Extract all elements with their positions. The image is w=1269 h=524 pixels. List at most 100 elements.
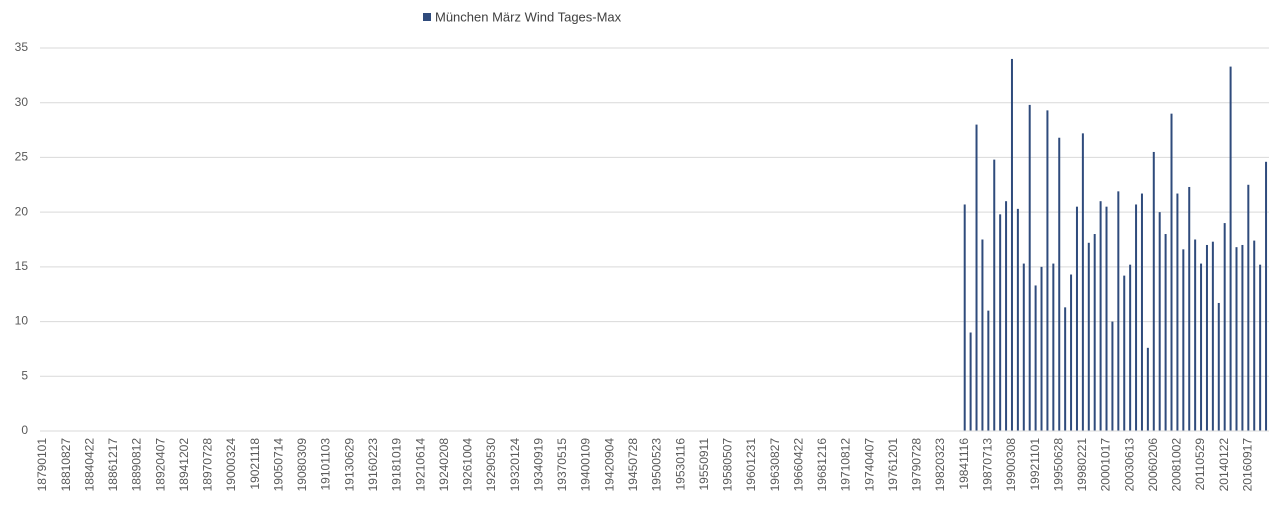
bar xyxy=(1081,133,1084,431)
x-tick-label: 19980221 xyxy=(1075,438,1089,492)
bar xyxy=(1123,275,1126,431)
bar xyxy=(1182,249,1185,431)
bar xyxy=(1241,244,1244,431)
x-tick-label: 19080309 xyxy=(295,438,309,492)
bar xyxy=(1111,321,1114,431)
x-tick-label: 19261004 xyxy=(461,438,475,492)
x-tick-label: 19181019 xyxy=(390,438,404,492)
legend-label: München März Wind Tages-Max xyxy=(435,9,622,24)
bar xyxy=(1164,234,1167,431)
x-tick-label: 19681216 xyxy=(815,438,829,492)
bar xyxy=(1146,347,1149,431)
x-tick-label: 19370515 xyxy=(555,438,569,492)
x-tick-label: 19160223 xyxy=(366,438,380,492)
x-tick-label: 19210614 xyxy=(413,438,427,492)
x-tick-label: 18810827 xyxy=(59,438,73,492)
x-tick-label: 18890812 xyxy=(130,438,144,492)
bar xyxy=(1010,58,1013,431)
x-tick-label: 20160917 xyxy=(1240,438,1254,492)
bar xyxy=(1170,113,1173,432)
x-tick-label: 18790101 xyxy=(35,438,49,492)
bar xyxy=(1105,206,1108,431)
x-tick-label: 20060206 xyxy=(1146,438,1160,492)
bar xyxy=(969,332,972,431)
bar xyxy=(1253,240,1256,431)
y-tick-label: 35 xyxy=(15,40,29,54)
x-tick-label: 20110529 xyxy=(1193,438,1207,491)
x-tick-label: 19340919 xyxy=(531,438,545,492)
bar xyxy=(987,310,990,431)
bar xyxy=(1099,201,1102,431)
bar xyxy=(1070,274,1073,431)
x-tick-label: 19021118 xyxy=(248,438,262,490)
x-tick-label: 20081002 xyxy=(1170,438,1184,492)
x-tick-label: 19660422 xyxy=(791,438,805,492)
bar xyxy=(1140,193,1143,431)
x-tick-label: 19550911 xyxy=(697,438,711,491)
x-tick-label: 19500523 xyxy=(650,438,664,492)
x-tick-label: 19761201 xyxy=(886,438,900,492)
x-tick-label: 19400109 xyxy=(579,438,593,492)
bar xyxy=(1028,104,1031,431)
bar xyxy=(1058,137,1061,431)
y-tick-label: 25 xyxy=(15,150,29,164)
bar xyxy=(1152,151,1155,431)
x-tick-label: 18920407 xyxy=(153,438,167,492)
bar xyxy=(975,124,978,431)
bar xyxy=(1117,191,1120,431)
bar xyxy=(1259,264,1262,431)
x-tick-label: 19580507 xyxy=(721,438,735,492)
bar xyxy=(1229,66,1232,432)
legend-swatch xyxy=(423,13,431,21)
bar xyxy=(1052,263,1055,431)
x-tick-label: 19900308 xyxy=(1004,438,1018,492)
y-tick-label: 15 xyxy=(15,259,29,273)
bar xyxy=(1005,201,1008,431)
bar xyxy=(1235,247,1238,431)
y-tick-label: 30 xyxy=(15,95,29,109)
x-tick-label: 19101103 xyxy=(319,438,333,491)
bar xyxy=(1194,239,1197,431)
x-tick-label: 19921101 xyxy=(1028,438,1042,491)
x-tick-label: 18941202 xyxy=(177,438,191,492)
y-tick-label: 0 xyxy=(21,423,28,437)
x-tick-label: 19240208 xyxy=(437,438,451,492)
x-tick-label: 19740407 xyxy=(862,438,876,492)
x-tick-label: 19950628 xyxy=(1051,438,1065,492)
x-tick-label: 19710812 xyxy=(839,438,853,492)
x-tick-label: 19841116 xyxy=(957,438,971,490)
x-tick-label: 18840422 xyxy=(82,438,96,492)
bar xyxy=(1022,263,1025,431)
bar xyxy=(1265,161,1268,431)
x-tick-label: 20001017 xyxy=(1099,438,1113,492)
x-tick-label: 19050714 xyxy=(271,438,285,492)
x-tick-label: 19530116 xyxy=(673,438,687,491)
y-tick-label: 5 xyxy=(21,368,28,382)
x-tick-label: 19790728 xyxy=(910,438,924,492)
bar xyxy=(1158,212,1161,431)
x-tick-label: 18861217 xyxy=(106,438,120,492)
bar xyxy=(993,159,996,432)
bar xyxy=(1064,307,1067,431)
bar xyxy=(999,214,1002,431)
bar xyxy=(1205,244,1208,431)
x-tick-label: 20140122 xyxy=(1217,438,1231,492)
x-tick-label: 19130629 xyxy=(342,438,356,492)
y-tick-label: 20 xyxy=(15,204,29,218)
bar xyxy=(1211,241,1214,431)
bar xyxy=(1176,193,1179,431)
x-tick-label: 19630827 xyxy=(768,438,782,492)
bar xyxy=(1046,110,1049,432)
bar xyxy=(1223,223,1226,431)
bar xyxy=(1188,186,1191,431)
bar xyxy=(1087,242,1090,431)
bar xyxy=(1247,184,1250,431)
bar xyxy=(1075,206,1078,431)
x-tick-label: 19000324 xyxy=(224,438,238,492)
x-tick-label: 20030613 xyxy=(1122,438,1136,492)
bar xyxy=(1217,302,1220,431)
x-tick-label: 19420904 xyxy=(602,438,616,492)
bar xyxy=(1135,204,1138,431)
bar xyxy=(1040,266,1043,431)
